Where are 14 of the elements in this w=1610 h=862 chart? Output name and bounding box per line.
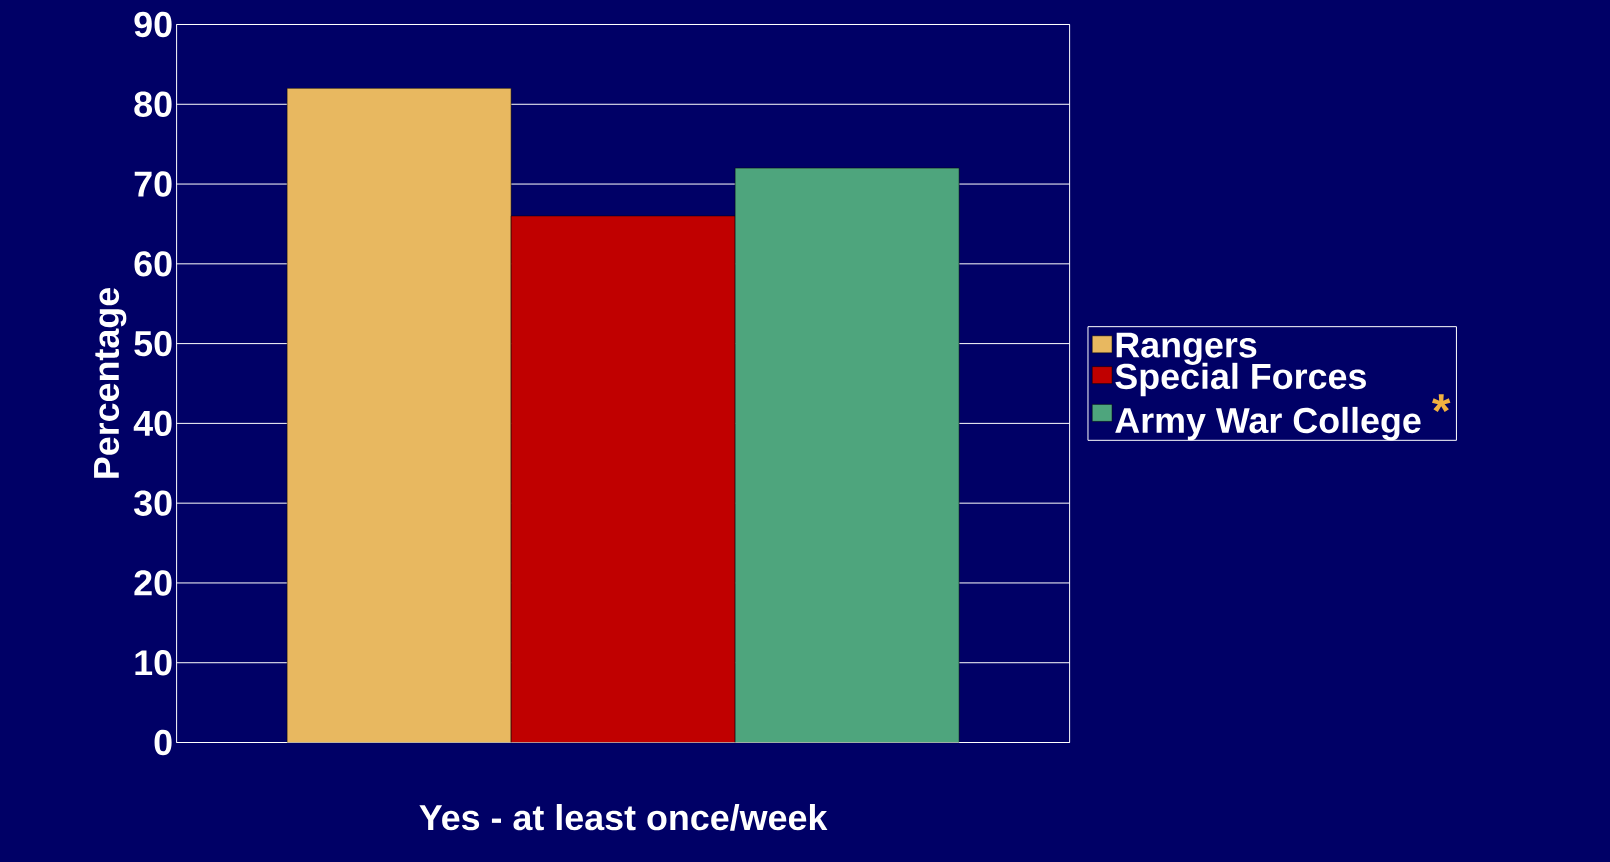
y-axis-title: Percentage <box>94 288 127 478</box>
text: * <box>1431 394 1451 413</box>
x-tick-label: Yes - at least once/week <box>419 804 828 831</box>
y-tick-label: 10 <box>135 650 172 676</box>
y-tick-label: 80 <box>134 91 172 117</box>
y-tick-label: 0 <box>154 729 172 756</box>
y-tick-label: 30 <box>134 490 172 516</box>
y-tick-label: 70 <box>134 171 172 197</box>
y-tick-label: 50 <box>134 330 172 357</box>
y-tick-label: 40 <box>133 410 172 437</box>
legend-label: Army War College <box>1115 406 1421 441</box>
y-tick-label: 20 <box>134 570 172 596</box>
y-tick-label: 60 <box>134 251 172 277</box>
y-tick-label: 90 <box>134 11 172 38</box>
